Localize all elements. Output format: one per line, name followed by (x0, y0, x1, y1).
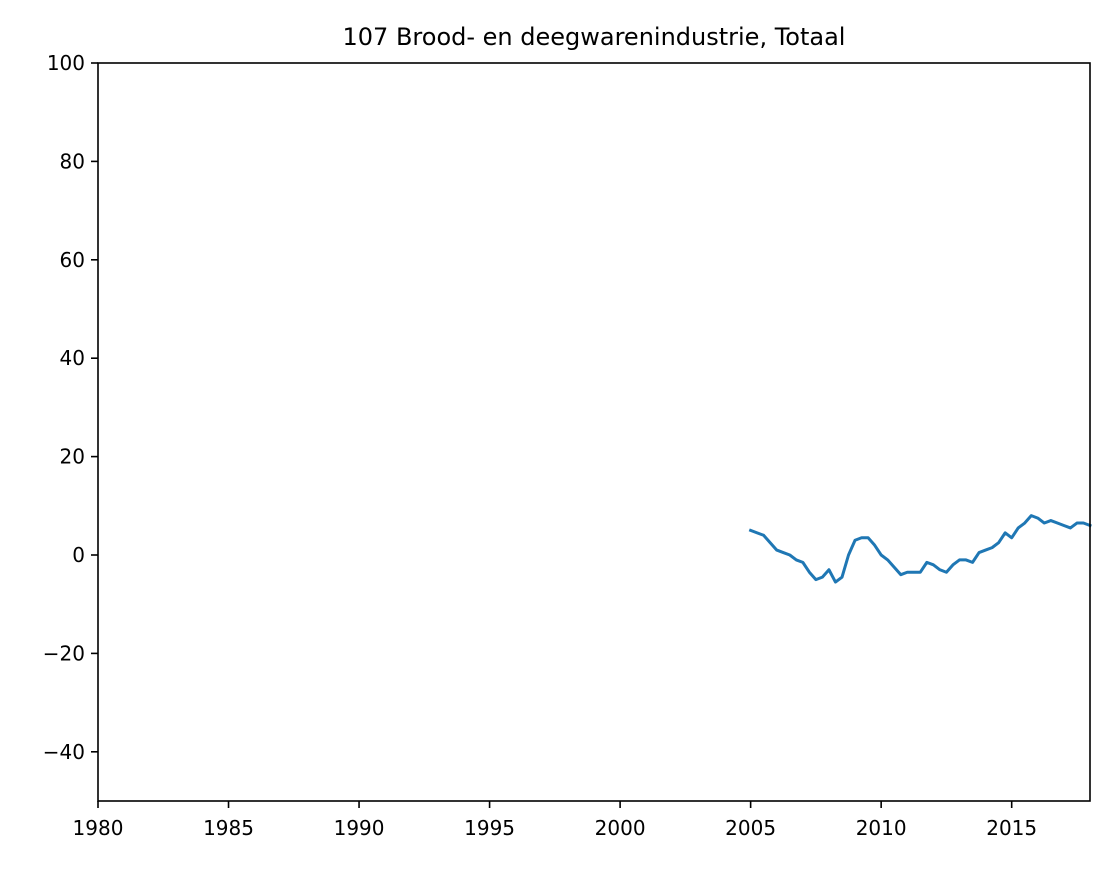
y-tick-label-40: 40 (60, 346, 85, 370)
series-line-1 (748, 514, 1092, 584)
x-tick-label-1990: 1990 (334, 816, 385, 840)
y-tick-label--40: −40 (43, 740, 85, 764)
y-tick-label-20: 20 (60, 445, 85, 469)
y-tick-label--20: −20 (43, 641, 85, 665)
y-tick-label-80: 80 (60, 149, 85, 173)
y-tick-label-60: 60 (60, 248, 85, 272)
series-layer (748, 514, 1092, 584)
x-tick-label-1980: 1980 (73, 816, 124, 840)
x-tick-label-2000: 2000 (595, 816, 646, 840)
chart-title: 107 Brood- en deegwarenindustrie, Totaal (343, 23, 846, 51)
x-tick-label-2010: 2010 (856, 816, 907, 840)
plot-frame (97, 62, 1091, 802)
x-tick-label-1985: 1985 (203, 816, 254, 840)
y-tick-label-0: 0 (72, 543, 85, 567)
y-tick-label-100: 100 (47, 51, 85, 75)
x-tick-label-1995: 1995 (464, 816, 515, 840)
x-tick-label-2015: 2015 (986, 816, 1037, 840)
axes-layer: 1980 1985 1990 1995 2000 2005 2010 2015 −40 −20 0 2… (43, 51, 1091, 840)
x-tick-label-2005: 2005 (725, 816, 776, 840)
